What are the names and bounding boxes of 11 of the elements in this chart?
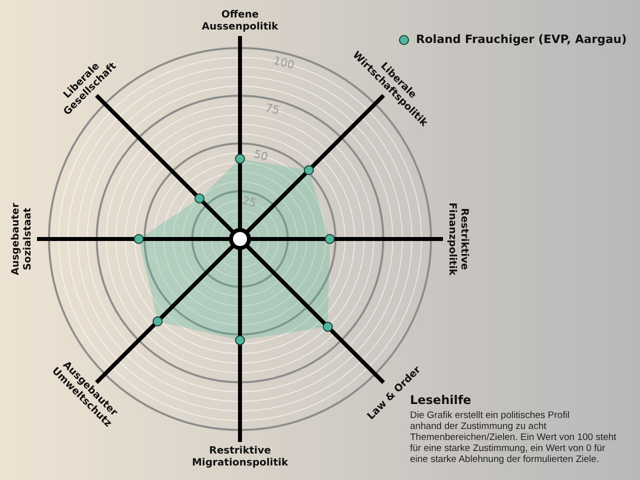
y-tick-label: 25 [240, 194, 258, 210]
y-tick-label: 75 [264, 101, 281, 118]
spoke-label: Ausgebauter Sozialstaat [10, 202, 34, 276]
legend-label: Roland Frauchiger (EVP, Aargau) [416, 32, 627, 46]
y-tick-label: 100 [272, 54, 296, 72]
spoke-label: Restriktive Finanzpolitik [446, 202, 470, 276]
spoke-label: Restriktive Migrationspolitik [192, 446, 288, 469]
spoke-label: Offene Aussenpolitik [202, 10, 279, 33]
text: Lesehilfe [410, 393, 472, 407]
text: Die Grafik erstellt ein politisches Profil anhand der Zustimmung zu acht Themenbereichen/Zielen. Ein Wert von 100 steht für eine starke Zustimmung, ein Wert von 0 für eine starke Ablehnung der formulierten Ziele. [410, 410, 617, 465]
y-tick-label: 50 [252, 148, 270, 164]
